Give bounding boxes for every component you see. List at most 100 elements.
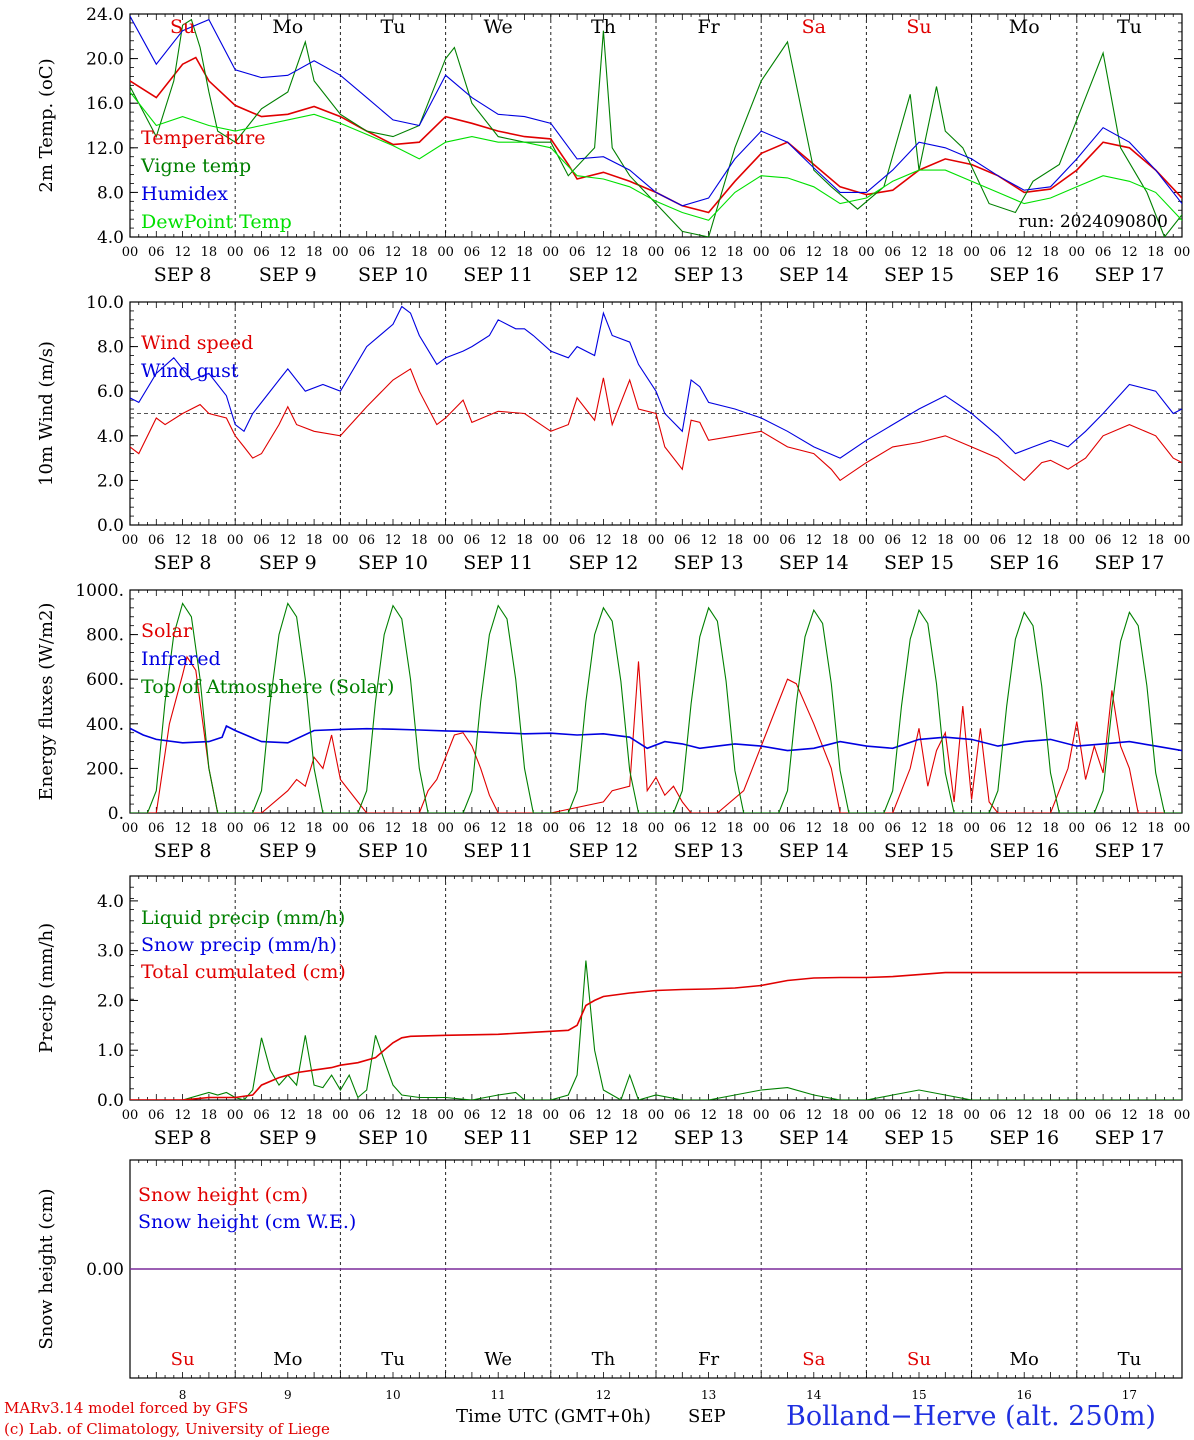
wind-hour-label: 00: [648, 533, 665, 548]
temp-series-dewpoint-temp: [130, 91, 1182, 222]
temp-hour-label: 12: [1121, 245, 1138, 260]
wind-hour-label: 06: [990, 533, 1007, 548]
precip-date-label: SEP 16: [989, 1127, 1059, 1149]
temp-date-label: SEP 15: [884, 264, 954, 286]
precip-legend-entry: Total cumulated (cm): [141, 961, 346, 983]
wind-date-label: SEP 17: [1094, 552, 1164, 574]
precip-legend-entry: Liquid precip (mm/h): [141, 907, 345, 929]
temp-series-humidex: [130, 15, 1182, 207]
temp-hour-label: 00: [858, 245, 875, 260]
snow-day-number-label: 8: [179, 1388, 187, 1402]
day-of-week-label: Tu: [381, 16, 406, 38]
wind-hour-label: 18: [832, 533, 849, 548]
temp-y-tick-label: 20.0: [86, 50, 124, 70]
energy-hour-label: 12: [806, 821, 823, 836]
day-of-week-label: Th: [591, 16, 616, 38]
energy-y-axis-label: Energy fluxes (W/m2): [36, 603, 57, 801]
model-credit-line-1: MARv3.14 model forced by GFS: [4, 1399, 249, 1417]
precip-y-tick-label: 4.0: [97, 892, 124, 912]
temp-hour-label: 12: [911, 245, 928, 260]
energy-hour-label: 18: [201, 821, 218, 836]
wind-hour-label: 06: [674, 533, 691, 548]
energy-hour-label: 00: [648, 821, 665, 836]
wind-y-tick-label: 2.0: [97, 471, 124, 491]
precip-hour-label: 12: [1016, 1108, 1033, 1123]
temp-hour-label: 00: [122, 245, 139, 260]
precip-hour-label: 00: [437, 1108, 454, 1123]
precip-hour-label: 18: [306, 1108, 323, 1123]
wind-hour-label: 12: [700, 533, 717, 548]
energy-y-tick-label: 0.: [108, 804, 124, 824]
precip-hour-label: 12: [385, 1108, 402, 1123]
wind-hour-label: 18: [727, 533, 744, 548]
energy-series-infrared: [130, 724, 1182, 752]
wind-hour-label: 00: [753, 533, 770, 548]
temp-date-label: SEP 10: [358, 264, 428, 286]
temp-hour-label: 00: [1174, 245, 1191, 260]
snow-day-number-label: 17: [1122, 1388, 1137, 1402]
wind-series-wind-speed: [130, 368, 1182, 482]
wind-hour-label: 12: [595, 533, 612, 548]
energy-hour-label: 00: [753, 821, 770, 836]
wind-hour-label: 00: [437, 533, 454, 548]
temp-hour-label: 06: [358, 245, 375, 260]
precip-hour-label: 12: [1121, 1108, 1138, 1123]
energy-hour-label: 12: [1016, 821, 1033, 836]
precip-hour-label: 12: [595, 1108, 612, 1123]
precip-hour-label: 18: [1147, 1108, 1164, 1123]
precip-hour-label: 06: [779, 1108, 796, 1123]
wind-hour-label: 12: [911, 533, 928, 548]
energy-hour-label: 06: [569, 821, 586, 836]
precip-hour-label: 06: [253, 1108, 270, 1123]
wind-hour-label: 00: [1069, 533, 1086, 548]
temp-y-tick-label: 4.0: [97, 228, 124, 248]
snow-day-number-label: 16: [1017, 1388, 1032, 1402]
energy-date-label: SEP 11: [463, 840, 533, 862]
wind-date-label: SEP 12: [568, 552, 638, 574]
energy-hour-label: 12: [280, 821, 297, 836]
wind-y-tick-label: 10.0: [86, 293, 124, 313]
wind-hour-label: 12: [385, 533, 402, 548]
precip-hour-label: 18: [832, 1108, 849, 1123]
wind-hour-label: 00: [543, 533, 560, 548]
temp-hour-label: 06: [569, 245, 586, 260]
temp-legend-entry: DewPoint Temp: [141, 211, 292, 233]
wind-hour-label: 06: [569, 533, 586, 548]
precip-hour-label: 00: [963, 1108, 980, 1123]
temp-hour-label: 12: [490, 245, 507, 260]
precip-hour-label: 00: [1069, 1108, 1086, 1123]
energy-date-label: SEP 16: [989, 840, 1059, 862]
precip-hour-label: 06: [884, 1108, 901, 1123]
precip-date-label: SEP 13: [674, 1127, 744, 1149]
temp-date-label: SEP 12: [568, 264, 638, 286]
precip-hour-label: 18: [1042, 1108, 1059, 1123]
temp-hour-label: 18: [937, 245, 954, 260]
energy-hour-label: 06: [674, 821, 691, 836]
energy-date-label: SEP 12: [568, 840, 638, 862]
snow-day-of-week-label: Th: [592, 1349, 616, 1370]
wind-hour-label: 18: [411, 533, 428, 548]
day-of-week-label: Fr: [697, 16, 720, 38]
precip-series-total-cumulated-cm: [130, 971, 1182, 1100]
precip-hour-label: 06: [569, 1108, 586, 1123]
snow-day-number-label: 13: [701, 1388, 716, 1402]
temp-hour-label: 12: [280, 245, 297, 260]
snow-day-number-label: 12: [596, 1388, 611, 1402]
energy-y-tick-label: 400.: [86, 715, 124, 735]
temp-hour-label: 00: [963, 245, 980, 260]
wind-hour-label: 12: [490, 533, 507, 548]
temp-date-label: SEP 17: [1094, 264, 1164, 286]
wind-hour-label: 12: [1121, 533, 1138, 548]
precip-hour-label: 18: [201, 1108, 218, 1123]
energy-date-label: SEP 17: [1094, 840, 1164, 862]
energy-date-label: SEP 9: [259, 840, 317, 862]
wind-date-label: SEP 16: [989, 552, 1059, 574]
precip-date-label: SEP 12: [568, 1127, 638, 1149]
energy-hour-label: 06: [990, 821, 1007, 836]
energy-hour-label: 12: [1121, 821, 1138, 836]
energy-hour-label: 06: [464, 821, 481, 836]
wind-hour-label: 18: [306, 533, 323, 548]
energy-frame: [129, 589, 1183, 814]
wind-hour-label: 18: [1147, 533, 1164, 548]
precip-hour-label: 06: [464, 1108, 481, 1123]
